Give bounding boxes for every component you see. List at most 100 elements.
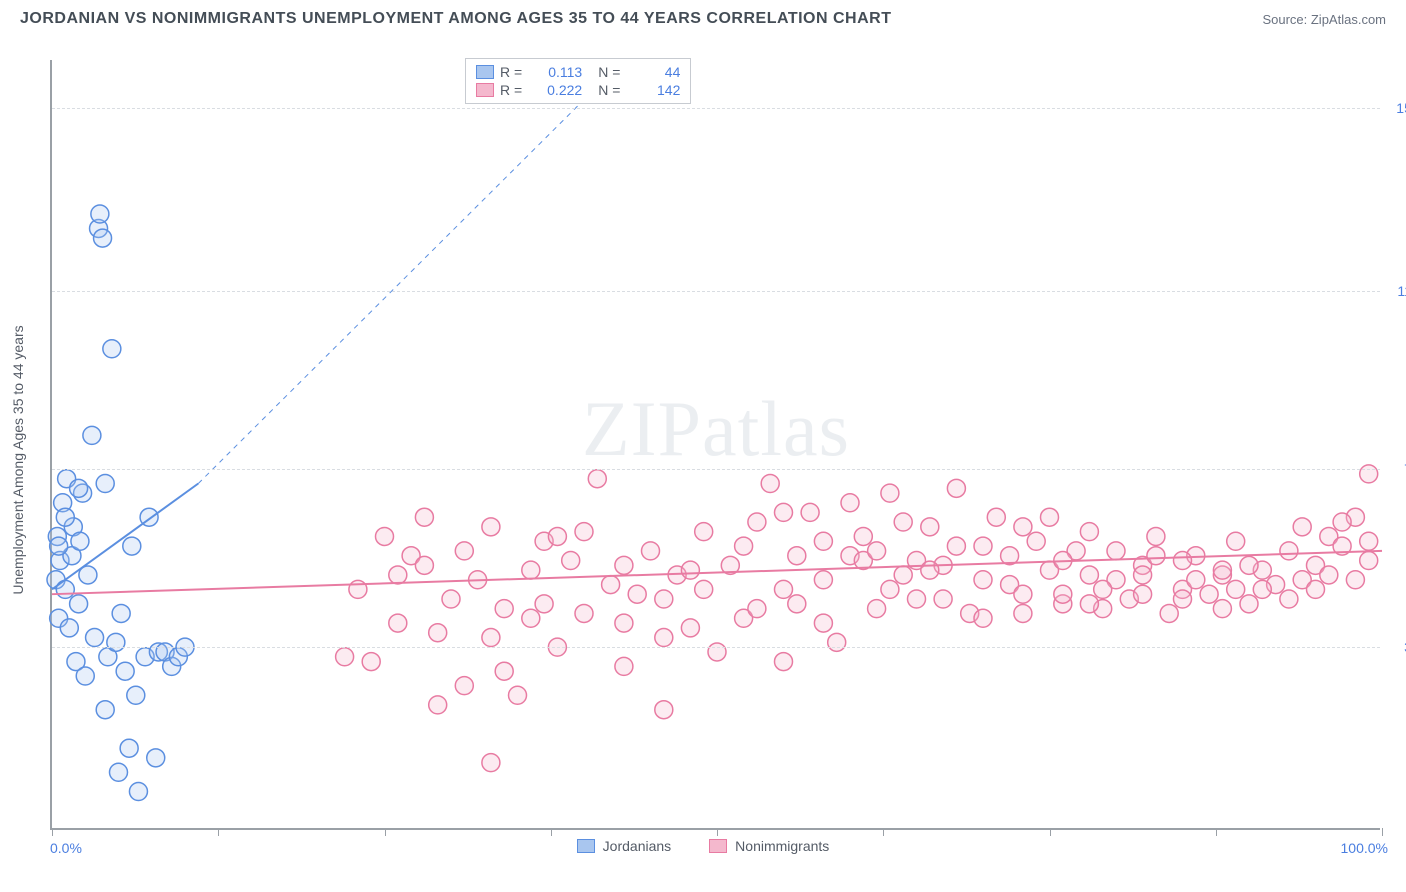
stats-legend-row: R =0.222N =142: [476, 81, 680, 99]
data-point: [1147, 547, 1165, 565]
gridline: [52, 647, 1380, 648]
data-point: [708, 643, 726, 661]
x-tick: [218, 828, 219, 836]
data-point: [389, 566, 407, 584]
trend-line-extrapolated: [198, 60, 624, 484]
data-point: [1320, 566, 1338, 584]
data-point: [1213, 561, 1231, 579]
data-point: [1054, 585, 1072, 603]
data-point: [1014, 604, 1032, 622]
stats-legend: R =0.113N =44R =0.222N =142: [465, 58, 691, 104]
data-point: [881, 580, 899, 598]
data-point: [1346, 571, 1364, 589]
data-point: [129, 783, 147, 801]
data-point: [748, 513, 766, 531]
data-point: [987, 508, 1005, 526]
plot-area: ZIPatlas 3.8%7.5%11.2%15.0%: [50, 60, 1380, 830]
n-value: 142: [626, 82, 680, 98]
data-point: [748, 600, 766, 618]
x-tick: [1216, 828, 1217, 836]
data-point: [921, 518, 939, 536]
legend-swatch: [577, 839, 595, 853]
data-point: [1134, 566, 1152, 584]
data-point: [94, 229, 112, 247]
data-point: [828, 633, 846, 651]
data-point: [110, 763, 128, 781]
data-point: [775, 503, 793, 521]
x-tick: [52, 828, 53, 836]
data-point: [103, 340, 121, 358]
data-point: [1014, 585, 1032, 603]
data-point: [96, 701, 114, 719]
data-point: [1360, 465, 1378, 483]
stats-legend-row: R =0.113N =44: [476, 63, 680, 81]
data-point: [376, 527, 394, 545]
data-point: [681, 561, 699, 579]
data-point: [1253, 580, 1271, 598]
data-point: [1174, 590, 1192, 608]
data-point: [1147, 527, 1165, 545]
data-point: [735, 537, 753, 555]
data-point: [1107, 542, 1125, 560]
data-point: [575, 523, 593, 541]
data-point: [775, 653, 793, 671]
data-point: [695, 523, 713, 541]
data-point: [788, 595, 806, 613]
data-point: [96, 475, 114, 493]
data-point: [788, 547, 806, 565]
data-point: [1080, 566, 1098, 584]
legend-swatch: [709, 839, 727, 853]
data-point: [455, 542, 473, 560]
data-point: [362, 653, 380, 671]
data-point: [814, 614, 832, 632]
data-point: [1333, 513, 1351, 531]
data-point: [442, 590, 460, 608]
n-value: 44: [626, 64, 680, 80]
data-point: [548, 527, 566, 545]
data-point: [1080, 523, 1098, 541]
data-point: [429, 696, 447, 714]
data-point: [562, 552, 580, 570]
gridline: [52, 469, 1380, 470]
data-point: [801, 503, 819, 521]
data-point: [76, 667, 94, 685]
data-point: [1280, 590, 1298, 608]
data-point: [429, 624, 447, 642]
data-point: [841, 494, 859, 512]
data-point: [814, 532, 832, 550]
data-point: [775, 580, 793, 598]
data-point: [868, 542, 886, 560]
data-point: [615, 614, 633, 632]
x-tick: [717, 828, 718, 836]
x-tick: [1050, 828, 1051, 836]
data-point: [655, 590, 673, 608]
data-point: [628, 585, 646, 603]
data-point: [575, 604, 593, 622]
r-value: 0.113: [528, 64, 582, 80]
data-point: [1174, 552, 1192, 570]
data-point: [947, 537, 965, 555]
legend-item: Nonimmigrants: [709, 838, 829, 854]
data-point: [894, 566, 912, 584]
data-point: [615, 556, 633, 574]
data-point: [83, 426, 101, 444]
data-point: [814, 571, 832, 589]
data-point: [1187, 571, 1205, 589]
data-point: [389, 614, 407, 632]
data-point: [1041, 508, 1059, 526]
data-point: [415, 508, 433, 526]
data-point: [482, 518, 500, 536]
data-point: [147, 749, 165, 767]
data-point: [1200, 585, 1218, 603]
data-point: [107, 633, 125, 651]
data-point: [116, 662, 134, 680]
data-point: [482, 629, 500, 647]
data-point: [974, 537, 992, 555]
series-legend: JordaniansNonimmigrants: [0, 838, 1406, 854]
data-point: [588, 470, 606, 488]
data-point: [894, 513, 912, 531]
y-tick-label: 15.0%: [1396, 100, 1406, 116]
data-point: [1080, 595, 1098, 613]
data-point: [1014, 518, 1032, 536]
data-point: [509, 686, 527, 704]
